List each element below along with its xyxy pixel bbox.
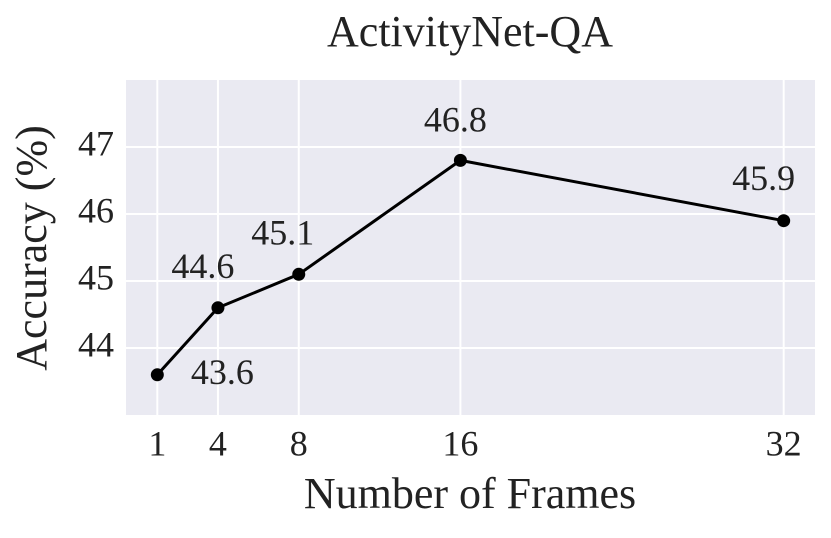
data-label: 46.8 [424, 100, 487, 140]
y-tick-label: 47 [78, 123, 114, 163]
point [292, 267, 306, 281]
chart-title: ActivityNet-QA [327, 7, 613, 56]
y-tick-label: 44 [78, 324, 114, 364]
data-label: 45.1 [251, 213, 314, 253]
y-tick-label: 45 [78, 257, 114, 297]
x-tick-label: 1 [148, 423, 166, 463]
x-tick-label: 8 [290, 423, 308, 463]
point [211, 301, 225, 315]
point [453, 153, 467, 167]
x-tick-label: 4 [209, 423, 227, 463]
plot-area [126, 80, 815, 415]
y-tick-label: 46 [78, 190, 114, 230]
data-label: 45.9 [732, 158, 795, 198]
point [150, 368, 164, 382]
x-tick-label: 32 [766, 423, 802, 463]
data-label: 44.6 [171, 246, 234, 286]
x-tick-label: 16 [442, 423, 478, 463]
y-axis-label: Accuracy (%) [7, 125, 56, 371]
point [777, 214, 791, 228]
data-label: 43.6 [191, 352, 254, 392]
x-axis-label: Number of Frames [304, 469, 636, 518]
